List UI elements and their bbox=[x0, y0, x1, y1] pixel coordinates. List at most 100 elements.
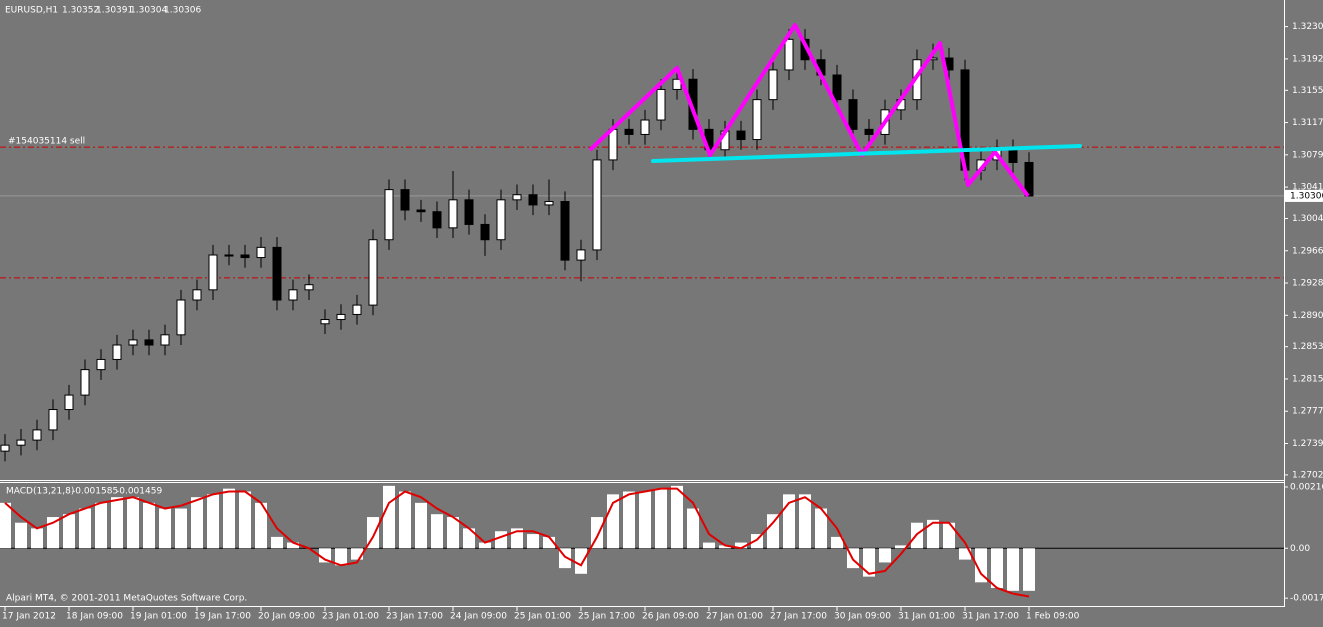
histogram-bar bbox=[527, 534, 539, 549]
candle-body bbox=[640, 119, 650, 135]
ohlc-readout: 1.30306 bbox=[164, 6, 201, 16]
y-tick-label: 1.28150 bbox=[1292, 374, 1323, 384]
histogram-bar bbox=[719, 545, 731, 549]
histogram-bar bbox=[863, 548, 875, 577]
candle-body bbox=[336, 313, 346, 321]
x-tick-label: 17 Jan 2012 bbox=[2, 612, 56, 622]
y-tick-label: 1.29280 bbox=[1292, 279, 1323, 289]
histogram-bar bbox=[479, 542, 491, 549]
candle-body bbox=[736, 130, 746, 141]
histogram-bar bbox=[703, 542, 715, 549]
ohlc-readout: 1.30352 bbox=[62, 6, 99, 16]
candle-body bbox=[496, 199, 506, 241]
candle-body bbox=[464, 199, 474, 225]
y-tick-label: 1.27770 bbox=[1292, 407, 1323, 417]
y-tick-label: 1.28530 bbox=[1292, 342, 1323, 352]
x-tick-label: 31 Jan 01:00 bbox=[898, 612, 955, 622]
candle-body bbox=[656, 88, 666, 121]
candle-body bbox=[112, 344, 122, 360]
candle-body bbox=[48, 409, 58, 431]
macd-readout: -0.001459 bbox=[116, 487, 162, 497]
histogram-bar bbox=[15, 522, 27, 549]
candle-body bbox=[272, 246, 282, 301]
histogram-bar bbox=[143, 502, 155, 549]
histogram-bar bbox=[271, 536, 283, 549]
candle-body bbox=[528, 194, 538, 206]
histogram-bar bbox=[415, 502, 427, 549]
y-tick-label: 1.32300 bbox=[1292, 22, 1323, 32]
x-tick-label: 18 Jan 09:00 bbox=[66, 612, 123, 622]
y-tick-label: 1.27390 bbox=[1292, 439, 1323, 449]
candle-body bbox=[624, 128, 634, 135]
candle-body bbox=[784, 38, 794, 71]
x-tick-label: 19 Jan 17:00 bbox=[194, 612, 251, 622]
histogram-bar bbox=[95, 502, 107, 549]
signal-line bbox=[4, 487, 1030, 598]
candle-body bbox=[432, 211, 442, 229]
histogram-bar bbox=[1023, 548, 1035, 591]
candle-body bbox=[208, 254, 218, 291]
candle-body bbox=[592, 159, 602, 251]
histogram-bar bbox=[991, 548, 1003, 588]
ohlc-readout: 1.30304 bbox=[130, 6, 167, 16]
x-tick-label: 25 Jan 17:00 bbox=[578, 612, 635, 622]
candle-body bbox=[176, 299, 186, 336]
order-label: #154035114 sell bbox=[8, 137, 85, 147]
candle-body bbox=[560, 201, 570, 261]
histogram-bar bbox=[239, 491, 251, 549]
macd-label: MACD(13,21,8) bbox=[6, 487, 74, 497]
y-tick-label: 1.30040 bbox=[1292, 214, 1323, 224]
y-tick-label: 0.00216 bbox=[1290, 482, 1323, 492]
histogram-bar bbox=[399, 491, 411, 549]
histogram-bar bbox=[287, 542, 299, 549]
histogram-bar bbox=[831, 536, 843, 549]
candle-body bbox=[256, 246, 266, 259]
neckline bbox=[651, 144, 1082, 163]
candle-body bbox=[144, 339, 154, 346]
y-tick-label: 1.28900 bbox=[1292, 311, 1323, 321]
histogram-bar bbox=[879, 548, 891, 563]
candle-body bbox=[480, 223, 490, 241]
histogram-bar bbox=[655, 488, 667, 549]
histogram-bar bbox=[63, 514, 75, 549]
candle-body bbox=[1024, 161, 1034, 197]
histogram-bar bbox=[111, 497, 123, 549]
histogram-bar bbox=[1007, 548, 1019, 591]
x-tick-label: 27 Jan 17:00 bbox=[770, 612, 827, 622]
candle-body bbox=[0, 444, 10, 452]
y-tick-label: 1.29660 bbox=[1292, 246, 1323, 256]
y-tick-label: -0.00176 bbox=[1290, 594, 1323, 604]
candle-body bbox=[16, 439, 26, 446]
histogram-bar bbox=[639, 491, 651, 549]
candle-body bbox=[320, 319, 330, 325]
histogram-bar bbox=[495, 531, 507, 549]
x-tick-label: 26 Jan 09:00 bbox=[642, 612, 699, 622]
histogram-bar bbox=[543, 536, 555, 549]
candle-body bbox=[80, 369, 90, 396]
histogram-bar bbox=[127, 497, 139, 549]
y-tick-label: 0.00 bbox=[1290, 544, 1310, 554]
symbol-label: EURUSD,H1 bbox=[5, 6, 58, 16]
candle-body bbox=[128, 339, 138, 346]
x-tick-label: 1 Feb 09:00 bbox=[1026, 612, 1080, 622]
candle-body bbox=[64, 394, 74, 411]
histogram-bar bbox=[447, 517, 459, 549]
histogram-bar bbox=[47, 517, 59, 549]
histogram-bar bbox=[223, 488, 235, 549]
candle-body bbox=[192, 289, 202, 301]
candle-body bbox=[512, 194, 522, 201]
candle-body bbox=[848, 99, 858, 130]
y-tick-label: 1.27020 bbox=[1292, 470, 1323, 480]
histogram-bar bbox=[959, 548, 971, 560]
histogram-bar bbox=[255, 502, 267, 549]
candle-body bbox=[1008, 149, 1018, 163]
candle-body bbox=[576, 249, 586, 261]
x-tick-label: 20 Jan 09:00 bbox=[258, 612, 315, 622]
histogram-bar bbox=[383, 485, 395, 549]
histogram-bar bbox=[31, 528, 43, 549]
candle-body bbox=[400, 189, 410, 211]
histogram-bar bbox=[927, 519, 939, 549]
candle-body bbox=[416, 209, 426, 213]
